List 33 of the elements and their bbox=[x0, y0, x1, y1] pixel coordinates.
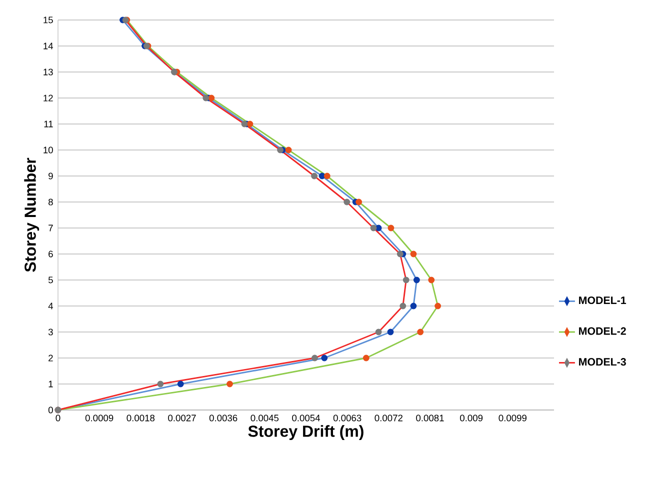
y-axis-title: Storey Number bbox=[24, 158, 40, 272]
legend-label: MODEL-2 bbox=[579, 327, 626, 335]
x-tick-label: 0.0036 bbox=[209, 414, 238, 422]
y-tick-label: 1 bbox=[48, 380, 53, 388]
y-tick-label: 4 bbox=[48, 302, 54, 310]
y-tick-label: 7 bbox=[48, 224, 53, 232]
x-tick-label: 0.0009 bbox=[85, 414, 114, 422]
y-tick-label: 8 bbox=[48, 198, 53, 206]
x-axis-title: Storey Drift (m) bbox=[248, 425, 364, 440]
legend-label: MODEL-3 bbox=[579, 358, 626, 366]
x-tick-label: 0.0072 bbox=[374, 414, 402, 422]
y-tick-label: 0 bbox=[48, 406, 53, 414]
y-tick-label: 10 bbox=[44, 146, 53, 154]
x-tick-label: 0.0018 bbox=[126, 414, 155, 422]
x-tick-label: 0.0063 bbox=[333, 414, 362, 422]
legend-label: MODEL-1 bbox=[579, 296, 626, 304]
x-tick-label: 0.0099 bbox=[498, 414, 526, 422]
y-tick-label: 11 bbox=[44, 120, 53, 128]
y-tick-label: 5 bbox=[48, 276, 53, 284]
y-tick-label: 15 bbox=[44, 16, 53, 24]
x-tick-label: 0.0054 bbox=[292, 414, 320, 422]
x-tick-label: 0.0081 bbox=[416, 414, 444, 422]
y-tick-label: 3 bbox=[48, 328, 53, 336]
x-tick-label: 0.009 bbox=[460, 414, 483, 422]
y-tick-label: 13 bbox=[44, 68, 53, 76]
y-tick-label: 2 bbox=[48, 354, 53, 362]
x-tick-label: 0.0027 bbox=[168, 414, 196, 422]
y-tick-label: 14 bbox=[44, 42, 54, 50]
x-tick-label: 0.0045 bbox=[250, 414, 279, 422]
y-tick-label: 6 bbox=[48, 250, 53, 258]
x-tick-label: 0 bbox=[56, 414, 60, 422]
y-tick-label: 9 bbox=[48, 172, 53, 180]
y-tick-label: 12 bbox=[44, 94, 53, 102]
